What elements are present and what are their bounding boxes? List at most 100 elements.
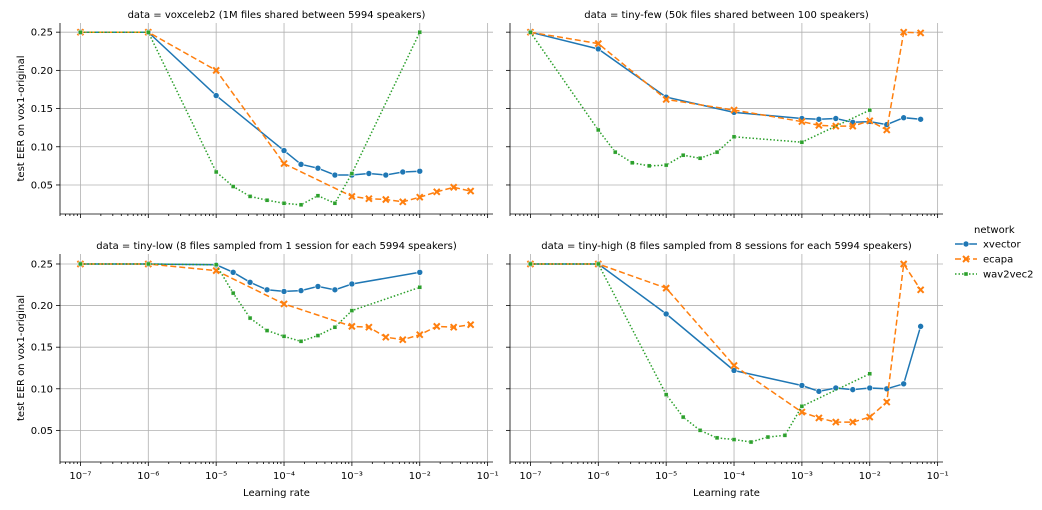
y-tick-label: 0.10 [31, 142, 53, 153]
data-point-ecapa [730, 361, 738, 370]
data-point-ecapa [433, 322, 441, 331]
data-point-xvector [594, 45, 602, 53]
data-point-xvector [416, 269, 424, 276]
x-tick-label: 10⁻² [859, 471, 881, 482]
data-point-ecapa [399, 198, 407, 206]
legend-label-ecapa: ecapa [983, 255, 1013, 266]
x-tick-label: 10⁻⁵ [205, 471, 227, 482]
data-point-wav2vec2 [247, 194, 253, 199]
data-point-wav2vec2 [213, 169, 219, 175]
data-point-wav2vec2 [613, 149, 618, 155]
panel-title: data = voxceleb2 (1M files shared betwee… [128, 10, 426, 21]
panel-title: data = tiny-low (8 files sampled from 1 … [96, 241, 457, 252]
data-point-wav2vec2 [146, 261, 151, 267]
data-point-ecapa [916, 286, 925, 294]
data-point-wav2vec2 [714, 435, 720, 441]
data-point-wav2vec2 [867, 107, 872, 113]
data-point-wav2vec2 [417, 285, 422, 290]
data-point-wav2vec2 [349, 171, 355, 176]
data-point-ecapa [416, 193, 424, 201]
x-tick-label: 10⁻² [409, 471, 431, 482]
data-point-wav2vec2 [298, 339, 304, 344]
data-point-xvector [849, 386, 857, 393]
series-xvector [77, 28, 424, 179]
data-point-ecapa [849, 418, 857, 426]
series-xvector [527, 260, 924, 395]
x-tick-label: 10⁻³ [341, 471, 363, 482]
data-point-wav2vec2 [349, 308, 355, 313]
data-point-ecapa [466, 321, 475, 329]
data-point-ecapa [899, 260, 908, 268]
data-point-wav2vec2 [146, 29, 151, 35]
data-point-ecapa [280, 159, 288, 168]
data-point-ecapa [382, 195, 390, 204]
series-ecapa [526, 260, 925, 426]
data-point-wav2vec2 [78, 29, 83, 35]
data-point-xvector [331, 286, 339, 294]
data-point-ecapa [348, 192, 356, 201]
data-point-xvector [348, 280, 356, 288]
y-tick-label: 0.15 [31, 104, 53, 115]
data-point-xvector [416, 167, 424, 175]
legend-label-wav2vec2: wav2vec2 [983, 270, 1034, 281]
series-wav2vec2 [78, 29, 422, 208]
x-axis-label: Learning rate [693, 488, 760, 499]
data-point-wav2vec2 [680, 152, 686, 158]
data-point-wav2vec2 [799, 404, 805, 409]
series-line-xvector [80, 31, 420, 176]
data-point-wav2vec2 [646, 163, 652, 169]
data-point-wav2vec2 [630, 160, 635, 166]
legend-marker-ecapa [962, 255, 970, 263]
data-point-wav2vec2 [528, 261, 533, 267]
series-line-ecapa [80, 31, 471, 203]
series-ecapa [526, 28, 925, 134]
series-line-wav2vec2 [80, 31, 421, 206]
data-point-ecapa [382, 333, 390, 341]
data-point-ecapa [832, 122, 840, 130]
series-wav2vec2 [528, 261, 872, 445]
legend-title: network [974, 225, 1015, 236]
data-point-ecapa [899, 28, 908, 36]
data-point-wav2vec2 [596, 127, 601, 133]
data-point-xvector [662, 310, 670, 318]
data-point-ecapa [449, 323, 458, 331]
data-point-wav2vec2 [867, 371, 872, 377]
data-point-wav2vec2 [528, 29, 533, 35]
data-point-xvector [866, 384, 874, 392]
x-tick-label: 10⁻⁴ [723, 471, 745, 482]
data-point-ecapa [416, 330, 424, 339]
data-point-wav2vec2 [78, 261, 83, 267]
data-point-ecapa [832, 418, 840, 426]
series-xvector [77, 260, 424, 295]
data-point-wav2vec2 [230, 184, 236, 189]
data-point-wav2vec2 [714, 149, 720, 155]
series-line-ecapa [80, 263, 471, 341]
data-point-ecapa [212, 66, 220, 75]
chart-panel-4: 10⁻⁷ 10⁻⁶ 10⁻⁵ 10⁻⁴ 10⁻³ 10⁻² 10⁻¹ data = tiny-… [506, 241, 949, 499]
y-tick-label: 0.15 [31, 343, 53, 354]
x-tick-label: 10⁻¹ [477, 471, 499, 482]
data-point-xvector [314, 283, 322, 290]
data-point-ecapa [449, 183, 458, 191]
data-point-ecapa [365, 323, 373, 331]
data-point-wav2vec2 [230, 290, 236, 296]
data-point-ecapa [866, 117, 874, 125]
data-point-wav2vec2 [315, 193, 321, 198]
data-point-ecapa [815, 414, 823, 422]
data-point-wav2vec2 [264, 198, 270, 203]
data-point-xvector [314, 164, 322, 172]
data-point-xvector [900, 380, 907, 388]
panel-title: data = tiny-high (8 files sampled from 8… [541, 241, 912, 252]
series-line-ecapa [530, 31, 921, 132]
data-point-ecapa [348, 322, 356, 331]
data-point-wav2vec2 [281, 334, 287, 339]
data-point-wav2vec2 [247, 315, 253, 321]
data-point-ecapa [433, 188, 441, 196]
data-point-xvector [212, 92, 220, 99]
data-point-xvector [900, 114, 907, 122]
y-tick-label: 0.05 [31, 426, 53, 437]
data-point-xvector [798, 382, 806, 389]
panel-title: data = tiny-few (50k files shared betwee… [584, 10, 869, 21]
